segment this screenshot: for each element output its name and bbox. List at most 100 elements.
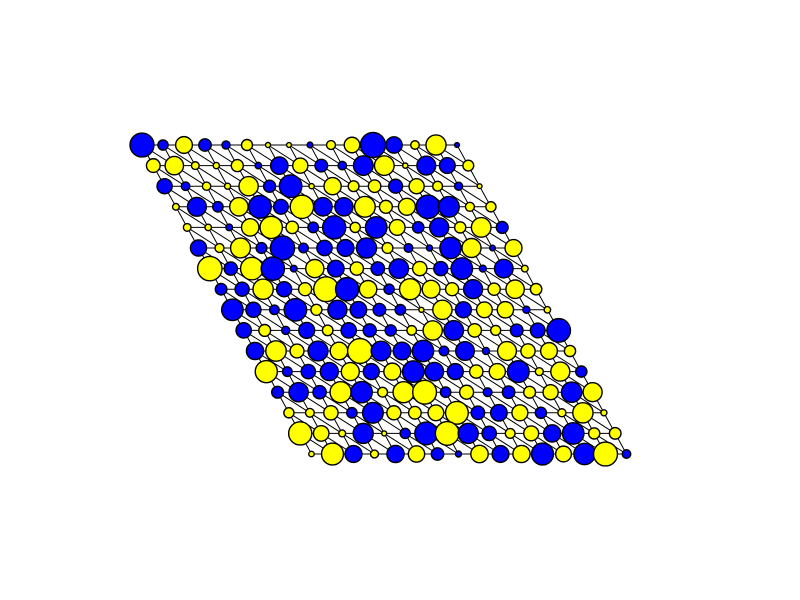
lattice-site bbox=[481, 425, 498, 442]
lattice-site bbox=[214, 282, 228, 296]
lattice-bond bbox=[309, 412, 343, 434]
lattice-site bbox=[506, 360, 530, 384]
lattice-site bbox=[312, 424, 330, 442]
lattice-site bbox=[381, 241, 394, 255]
lattice-site bbox=[221, 140, 231, 150]
lattice-site bbox=[438, 157, 456, 175]
lattice-site bbox=[247, 194, 272, 219]
lattice-site bbox=[485, 201, 497, 213]
lattice-site bbox=[283, 407, 295, 419]
lattice-site bbox=[268, 304, 280, 316]
lattice-site bbox=[388, 258, 410, 280]
lattice-site bbox=[275, 280, 293, 298]
lattice-site bbox=[554, 445, 573, 463]
lattice-site bbox=[362, 362, 380, 381]
lattice-site bbox=[563, 344, 577, 358]
lattice-site bbox=[406, 324, 418, 336]
lattice-site bbox=[352, 155, 374, 177]
lattice-site bbox=[240, 138, 254, 152]
lattice-site bbox=[239, 256, 264, 281]
lattice-site bbox=[464, 201, 476, 212]
lattice-site bbox=[353, 195, 376, 218]
lattice-site bbox=[587, 427, 601, 440]
lattice-site bbox=[470, 405, 486, 421]
lattice-site bbox=[129, 132, 155, 158]
lattice-site bbox=[228, 196, 249, 217]
lattice-site bbox=[543, 305, 552, 314]
lattice-site bbox=[373, 155, 395, 177]
lattice-site bbox=[408, 177, 425, 195]
lattice-site bbox=[380, 430, 388, 437]
lattice-site bbox=[608, 426, 622, 440]
lattice-site bbox=[220, 298, 244, 322]
lattice-site bbox=[386, 405, 402, 421]
lattice-site bbox=[462, 159, 475, 172]
lattice-site bbox=[592, 441, 619, 467]
lattice-site bbox=[323, 176, 342, 196]
lattice-site bbox=[377, 386, 389, 398]
lattice-site bbox=[529, 322, 546, 339]
lattice-site bbox=[411, 339, 435, 363]
lattice-site bbox=[407, 445, 426, 463]
lattice-site bbox=[308, 450, 315, 458]
lattice-site bbox=[550, 361, 571, 382]
lattice-site bbox=[476, 183, 483, 190]
lattice-site bbox=[621, 449, 632, 459]
lattice-site bbox=[346, 337, 374, 365]
lattice-bond bbox=[341, 432, 375, 455]
lattice-site bbox=[383, 362, 402, 381]
lattice-site bbox=[418, 306, 425, 314]
lattice-site bbox=[182, 222, 192, 232]
lattice-site bbox=[582, 381, 603, 403]
lattice-site bbox=[401, 162, 409, 169]
lattice-site bbox=[359, 131, 387, 159]
lattice-site bbox=[522, 305, 531, 315]
lattice-site bbox=[475, 301, 493, 319]
lattice-site bbox=[439, 236, 462, 260]
lattice-site bbox=[340, 361, 360, 382]
lattice-site bbox=[539, 341, 559, 361]
lattice-site bbox=[171, 202, 180, 211]
lattice-site bbox=[308, 182, 315, 190]
lattice-site bbox=[234, 281, 250, 297]
lattice-site bbox=[529, 282, 543, 296]
lattice-site bbox=[270, 385, 285, 399]
lattice-site bbox=[392, 380, 415, 404]
lattice-site bbox=[392, 341, 412, 361]
lattice-site bbox=[201, 181, 212, 192]
lattice-site bbox=[425, 244, 434, 252]
lattice-bonds bbox=[141, 144, 627, 455]
lattice-site bbox=[504, 427, 516, 439]
lattice-site bbox=[501, 385, 516, 400]
lattice-site bbox=[298, 242, 309, 254]
lattice-site bbox=[444, 400, 469, 425]
lattice-site bbox=[312, 384, 327, 400]
lattice-site bbox=[410, 140, 420, 150]
lattice-site bbox=[304, 258, 325, 279]
lattice-site bbox=[223, 182, 232, 190]
lattice-bond bbox=[405, 165, 438, 187]
lattice-site bbox=[412, 379, 438, 405]
lattice-bond bbox=[309, 144, 343, 167]
lattice-site bbox=[285, 141, 293, 149]
lattice-site bbox=[470, 216, 492, 238]
lattice-site bbox=[407, 405, 422, 420]
lattice-site bbox=[520, 343, 536, 359]
lattice-site bbox=[316, 239, 333, 257]
lattice-site bbox=[414, 421, 439, 446]
lattice-site bbox=[245, 341, 265, 361]
lattice-site bbox=[378, 199, 394, 214]
lattice-site bbox=[491, 444, 510, 464]
lattice-site bbox=[285, 220, 300, 235]
lattice-site bbox=[444, 281, 460, 297]
lattice-site bbox=[430, 447, 445, 461]
lattice-site bbox=[352, 422, 374, 445]
lattice-site bbox=[482, 387, 493, 398]
lattice-site bbox=[313, 276, 340, 303]
lattice-site bbox=[600, 409, 608, 417]
lattice-site bbox=[433, 260, 449, 277]
lattice-site bbox=[443, 319, 465, 341]
lattice-site bbox=[415, 194, 441, 220]
lattice-bond bbox=[459, 226, 493, 249]
lattice-site bbox=[387, 178, 404, 194]
